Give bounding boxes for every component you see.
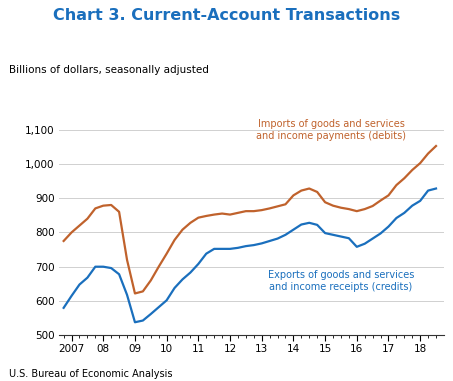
Text: Exports of goods and services
and income receipts (credits): Exports of goods and services and income… (268, 270, 414, 292)
Text: U.S. Bureau of Economic Analysis: U.S. Bureau of Economic Analysis (9, 369, 173, 379)
Text: Billions of dollars, seasonally adjusted: Billions of dollars, seasonally adjusted (9, 65, 209, 75)
Text: Imports of goods and services
and income payments (debits): Imports of goods and services and income… (256, 119, 406, 141)
Text: Chart 3. Current-Account Transactions: Chart 3. Current-Account Transactions (53, 8, 400, 22)
